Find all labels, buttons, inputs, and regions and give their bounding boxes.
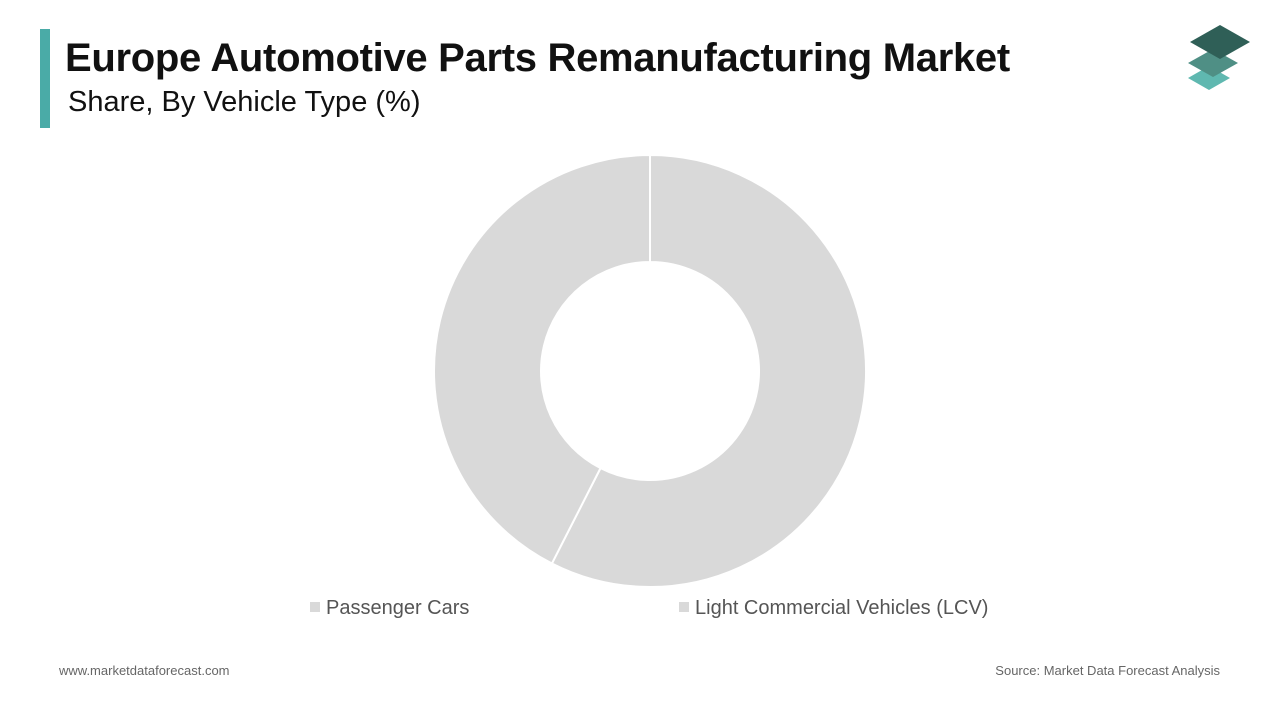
legend-label: Light Commercial Vehicles (LCV) [695,597,988,619]
footer-website[interactable]: www.marketdataforecast.com [59,663,230,678]
stacked-layers-icon [1188,25,1250,90]
footer-source: Source: Market Data Forecast Analysis [995,663,1220,678]
legend-swatch [679,602,689,612]
slice-passenger-cars [550,153,867,588]
legend-swatch [310,602,320,612]
chart-title: Europe Automotive Parts Remanufacturing … [65,36,1010,80]
slice-light-commercial-vehicles-lcv [433,153,651,565]
chart-legend: Passenger Cars Light Commercial Vehicles … [310,597,988,619]
legend-label: Passenger Cars [326,597,469,619]
chart-subtitle: Share, By Vehicle Type (%) [68,86,421,118]
logo-layer-middle [1188,49,1238,77]
title-accent-bar [40,29,50,128]
donut-slices [433,153,867,588]
logo-layer-top [1190,25,1250,59]
